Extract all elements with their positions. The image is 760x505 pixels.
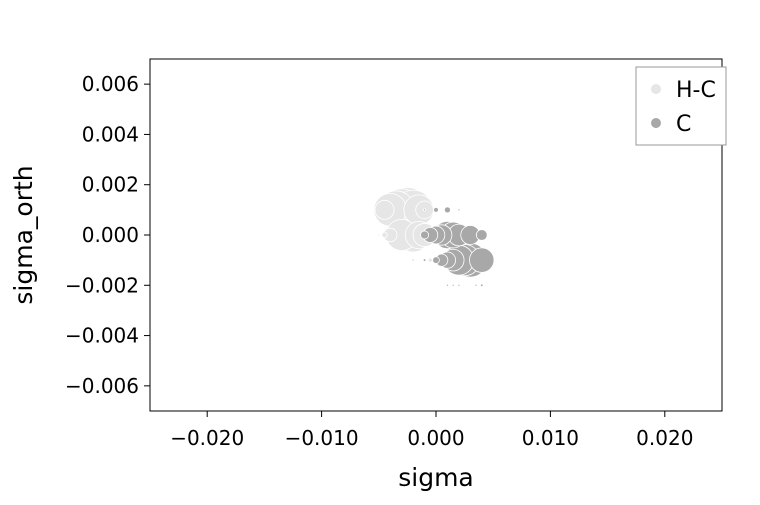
y-axis-title: sigma_orth xyxy=(9,165,38,304)
x-tick-label: −0.020 xyxy=(170,426,244,450)
legend: H-C C xyxy=(635,66,727,146)
data-point xyxy=(432,256,440,264)
data-point xyxy=(427,257,433,263)
x-tick-label: −0.010 xyxy=(285,426,359,450)
data-point xyxy=(433,207,439,213)
y-tick-label: 0.004 xyxy=(82,122,139,146)
x-axis: −0.020 −0.010 0.000 0.010 0.020 xyxy=(170,411,693,450)
legend-box xyxy=(635,66,727,146)
x-tick-label: 0.000 xyxy=(407,426,464,450)
points-layer xyxy=(373,187,495,288)
legend-label: H-C xyxy=(676,78,716,103)
data-point xyxy=(457,208,461,212)
data-point xyxy=(475,229,488,241)
y-tick-label: 0.006 xyxy=(82,72,139,96)
series-2 xyxy=(420,206,495,288)
data-point xyxy=(381,231,388,239)
data-point xyxy=(480,283,484,288)
legend-label: C xyxy=(676,112,691,137)
y-tick-label: −0.002 xyxy=(65,273,139,297)
x-axis-title: sigma xyxy=(398,463,474,492)
y-tick-label: −0.006 xyxy=(65,374,139,398)
data-point xyxy=(377,233,381,237)
data-point xyxy=(420,230,430,240)
data-point xyxy=(457,283,461,287)
data-point xyxy=(451,283,455,287)
data-point xyxy=(446,283,449,287)
x-tick-label: 0.010 xyxy=(522,426,579,450)
y-tick-label: 0.002 xyxy=(82,173,139,197)
data-point xyxy=(411,258,415,262)
series-1 xyxy=(373,187,437,263)
data-point xyxy=(374,199,395,220)
legend-marker xyxy=(651,84,661,94)
x-tick-label: 0.020 xyxy=(636,426,693,450)
data-point xyxy=(469,247,495,273)
legend-marker xyxy=(651,118,661,128)
data-point xyxy=(422,258,427,262)
y-tick-label: −0.004 xyxy=(65,324,139,348)
y-tick-label: 0.000 xyxy=(82,223,139,247)
data-point xyxy=(423,208,426,212)
data-point xyxy=(443,206,451,214)
y-axis: 0.006 0.004 0.002 0.000 −0.002 −0.004 −0.006 xyxy=(65,72,150,398)
data-point xyxy=(474,283,478,287)
